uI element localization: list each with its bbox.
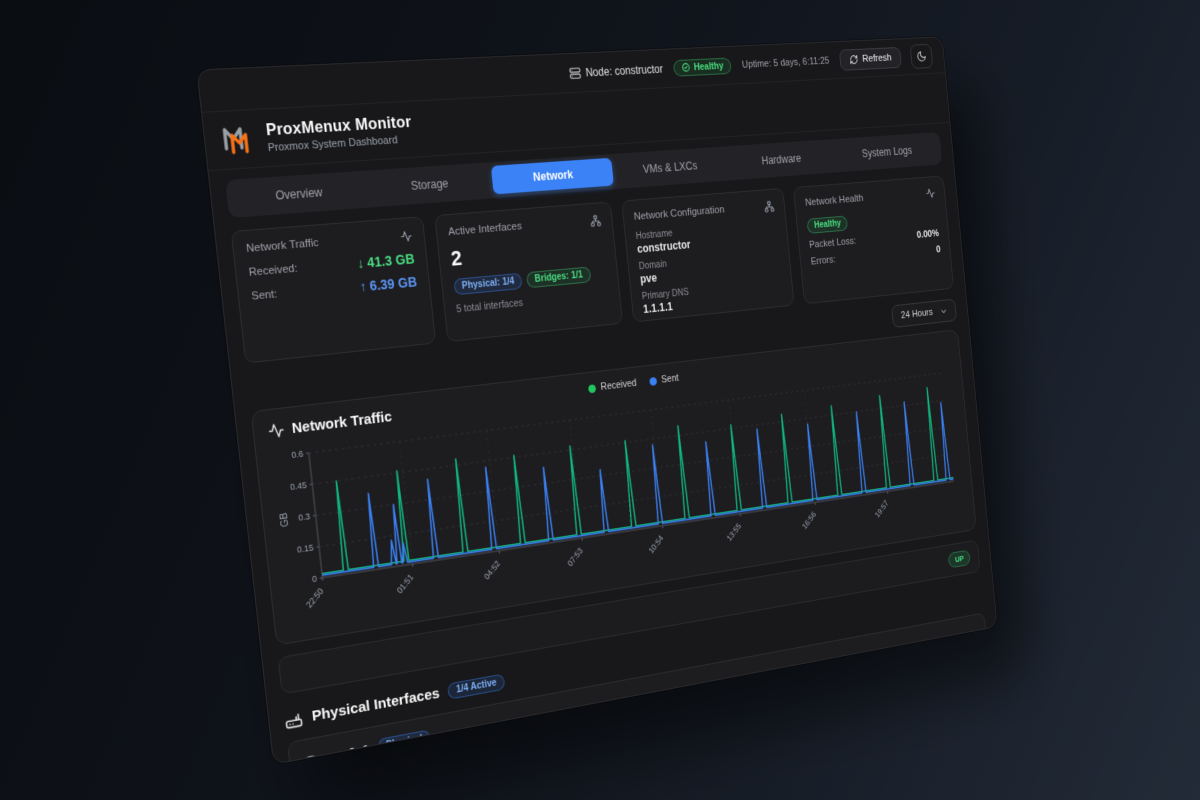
tab-storage[interactable]: Storage bbox=[410, 176, 449, 193]
node-indicator: Node: constructor bbox=[568, 62, 663, 79]
svg-text:10:54: 10:54 bbox=[647, 534, 665, 556]
network-traffic-card-title: Network Traffic bbox=[245, 237, 320, 255]
bridges-count-badge: Bridges: 1/1 bbox=[526, 266, 592, 289]
tab-hardware[interactable]: Hardware bbox=[761, 151, 802, 168]
received-dot-icon bbox=[587, 383, 597, 393]
activity-icon bbox=[925, 187, 935, 199]
network-icon bbox=[589, 214, 601, 227]
svg-text:07:53: 07:53 bbox=[566, 546, 585, 568]
active-interfaces-count: 2 bbox=[449, 245, 464, 271]
traffic-chart-svg: 0 0.15 0.3 0.45 0.6 22:50 01:51 04:52 07:53 10:54… bbox=[279, 364, 963, 610]
tab-vms-lxcs[interactable]: VMs & LXCs bbox=[642, 159, 698, 176]
received-value: ↓ 41.3 GB bbox=[356, 250, 416, 272]
packet-loss-label: Packet Loss: bbox=[808, 235, 857, 251]
topology-icon bbox=[764, 200, 775, 212]
tab-overview[interactable]: Overview bbox=[274, 185, 324, 203]
network-configuration-card: Network Configuration Hostname construct… bbox=[620, 187, 795, 323]
uptime-text: Uptime: 5 days, 6:11:25 bbox=[741, 55, 830, 71]
svg-text:0.3: 0.3 bbox=[298, 511, 311, 523]
chart-title: Network Traffic bbox=[291, 408, 393, 438]
sent-label: Sent: bbox=[250, 288, 278, 303]
title-block: ProxMenux Monitor Proxmox System Dashboa… bbox=[265, 113, 414, 154]
sent-dot-icon bbox=[648, 376, 658, 386]
network-health-card-title: Network Health bbox=[804, 193, 864, 209]
theme-toggle-button[interactable] bbox=[909, 43, 934, 69]
node-label: Node: constructor bbox=[584, 62, 664, 79]
refresh-icon bbox=[849, 54, 859, 65]
network-traffic-card: Network Traffic Received: ↓ 41.3 GB Sent… bbox=[230, 216, 436, 364]
svg-text:0: 0 bbox=[312, 574, 318, 585]
app-header: ProxMenux Monitor Proxmox System Dashboa… bbox=[202, 73, 950, 172]
svg-text:0.15: 0.15 bbox=[297, 542, 315, 554]
svg-text:04:52: 04:52 bbox=[482, 559, 502, 582]
svg-text:19:57: 19:57 bbox=[873, 499, 889, 520]
svg-text:22:50: 22:50 bbox=[304, 586, 325, 609]
check-circle-icon bbox=[681, 62, 691, 72]
active-count-badge: 1/4 Active bbox=[447, 673, 506, 700]
packet-loss-value: 0.00% bbox=[916, 228, 940, 241]
activity-icon bbox=[267, 421, 285, 440]
received-label: Received: bbox=[248, 262, 299, 279]
errors-value: 0 bbox=[935, 244, 941, 256]
interface-name: enp3s0 bbox=[327, 741, 370, 765]
network-traffic-chart-card: Network Traffic Received Sent 0 0.15 0.3 0.… bbox=[250, 329, 977, 646]
interface-row-enp3s0[interactable]: enp3s0 Physical bbox=[287, 612, 988, 765]
activity-icon bbox=[400, 230, 413, 243]
server-icon bbox=[568, 66, 581, 80]
network-health-card: Network Health Healthy Packet Loss: 0.00… bbox=[793, 175, 954, 305]
proxmenux-logo bbox=[219, 121, 258, 159]
traffic-chart: 0 0.15 0.3 0.45 0.6 22:50 01:51 04:52 07:53 10:54… bbox=[270, 364, 964, 630]
dashboard-window: Node: constructor Healthy Uptime: 5 days… bbox=[196, 36, 998, 765]
sent-value: ↑ 6.39 GB bbox=[358, 273, 418, 295]
svg-text:0.6: 0.6 bbox=[291, 449, 304, 460]
errors-label: Errors: bbox=[810, 254, 836, 268]
chevron-down-icon bbox=[939, 306, 948, 316]
svg-text:13:55: 13:55 bbox=[725, 521, 743, 542]
svg-text:0.45: 0.45 bbox=[290, 480, 308, 492]
router-icon bbox=[284, 709, 304, 731]
tab-network[interactable]: Network bbox=[490, 157, 614, 195]
health-card-status-badge: Healthy bbox=[806, 215, 849, 234]
active-interfaces-card: Active Interfaces 2 Physical: 1/4 Bridge… bbox=[434, 201, 623, 343]
wifi-icon bbox=[303, 751, 320, 765]
physical-count-badge: Physical: 1/4 bbox=[453, 272, 523, 296]
health-status-badge: Healthy bbox=[673, 57, 733, 77]
active-interfaces-card-title: Active Interfaces bbox=[447, 220, 523, 239]
refresh-button[interactable]: Refresh bbox=[838, 46, 902, 71]
svg-text:16:56: 16:56 bbox=[801, 510, 818, 531]
time-range-select[interactable]: 24 Hours bbox=[891, 298, 957, 328]
interface-type-badge: Physical bbox=[377, 729, 432, 756]
moon-icon bbox=[916, 50, 927, 63]
svg-text:GB: GB bbox=[279, 511, 291, 527]
svg-text:01:51: 01:51 bbox=[395, 572, 415, 595]
tab-system-logs[interactable]: System Logs bbox=[861, 144, 913, 160]
network-configuration-card-title: Network Configuration bbox=[633, 204, 725, 223]
up-status-badge: UP bbox=[948, 549, 971, 569]
